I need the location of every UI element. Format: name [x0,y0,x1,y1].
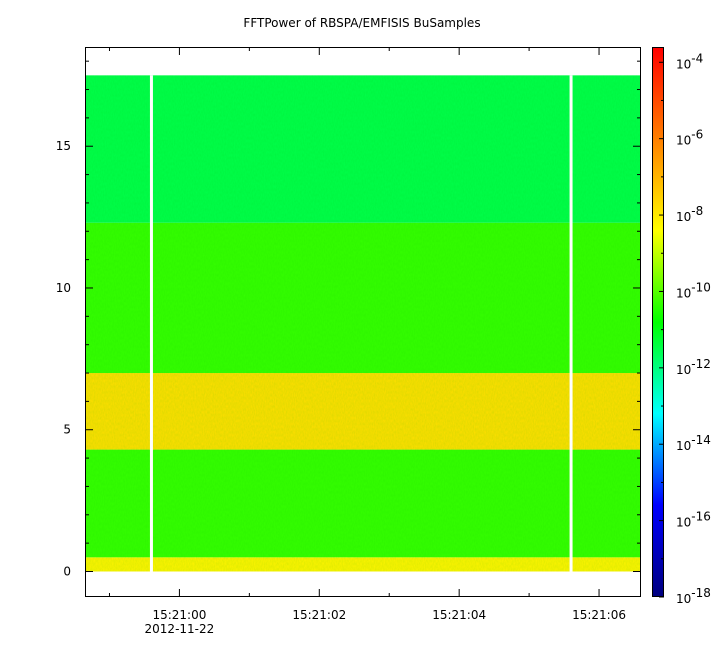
x-tick-label: 15:21:02 [292,608,346,622]
colorbar-tick-label: 10-6 [676,128,703,148]
y-axis: 0 5 10 15 [56,60,641,578]
data-gap-1 [569,75,573,572]
x-tick-label: 15:21:06 [572,608,626,622]
x-tick-date-label: 2012-11-22 [145,622,215,636]
colorbar-tick-label: 10-4 [676,51,703,71]
colorbar-tick-label: 10-10 [676,280,711,300]
colorbar [652,47,664,597]
colorbar-tick-label: 10-16 [676,510,711,530]
y-tick-label: 0 [63,564,71,578]
plot-frame [85,47,641,597]
colorbar-tick-label: 10-18 [676,586,711,606]
y-tick-label: 5 [63,423,71,437]
colorbar-tick-label: 10-8 [676,204,703,224]
x-tick-label: 15:21:04 [432,608,486,622]
y-tick-label: 15 [56,139,71,153]
data-gaps [149,75,573,572]
x-tick-label: 15:21:00 [152,608,206,622]
colorbar-tick-label: 10-12 [676,357,711,377]
chart-title: FFTPower of RBSPA/EMFISIS BuSamples [243,16,481,30]
colorbar-tick-label: 10-14 [676,433,711,453]
y-tick-label: 10 [56,281,71,295]
spectrogram-noise-texture [85,75,641,572]
data-gap-0 [149,75,153,572]
colorbar-axis: 10-4 10-6 10-8 10-10 10-12 10-14 10-16 10-18 [659,51,711,606]
